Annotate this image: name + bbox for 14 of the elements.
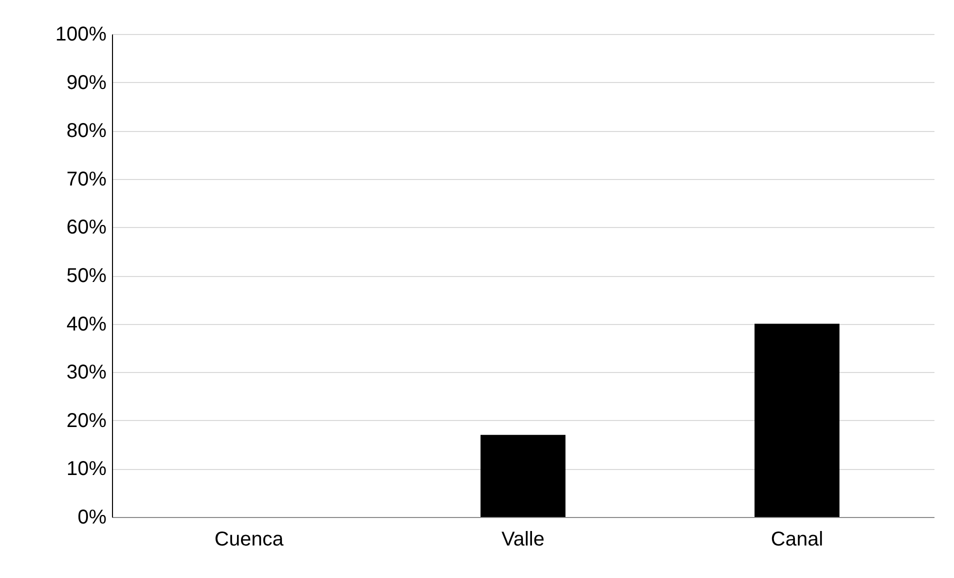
y-tick-label: 90% [66, 72, 107, 94]
x-tick-label: Cuenca [214, 528, 284, 550]
y-tick-label: 0% [78, 506, 107, 528]
y-tick-label: 40% [66, 313, 107, 336]
y-tick-label: 70% [66, 168, 107, 190]
x-tick-label: Canal [770, 528, 824, 550]
y-tick-label: 100% [55, 24, 107, 46]
y-tick-label: 30% [66, 362, 107, 384]
y-tick-label: 10% [66, 458, 107, 480]
y-tick-label: 50% [66, 265, 107, 287]
x-tick-label: Valle [502, 528, 544, 550]
y-tick-label: 60% [66, 216, 107, 239]
y-tick-label: 20% [66, 410, 107, 432]
y-tick-label: 80% [66, 120, 107, 142]
